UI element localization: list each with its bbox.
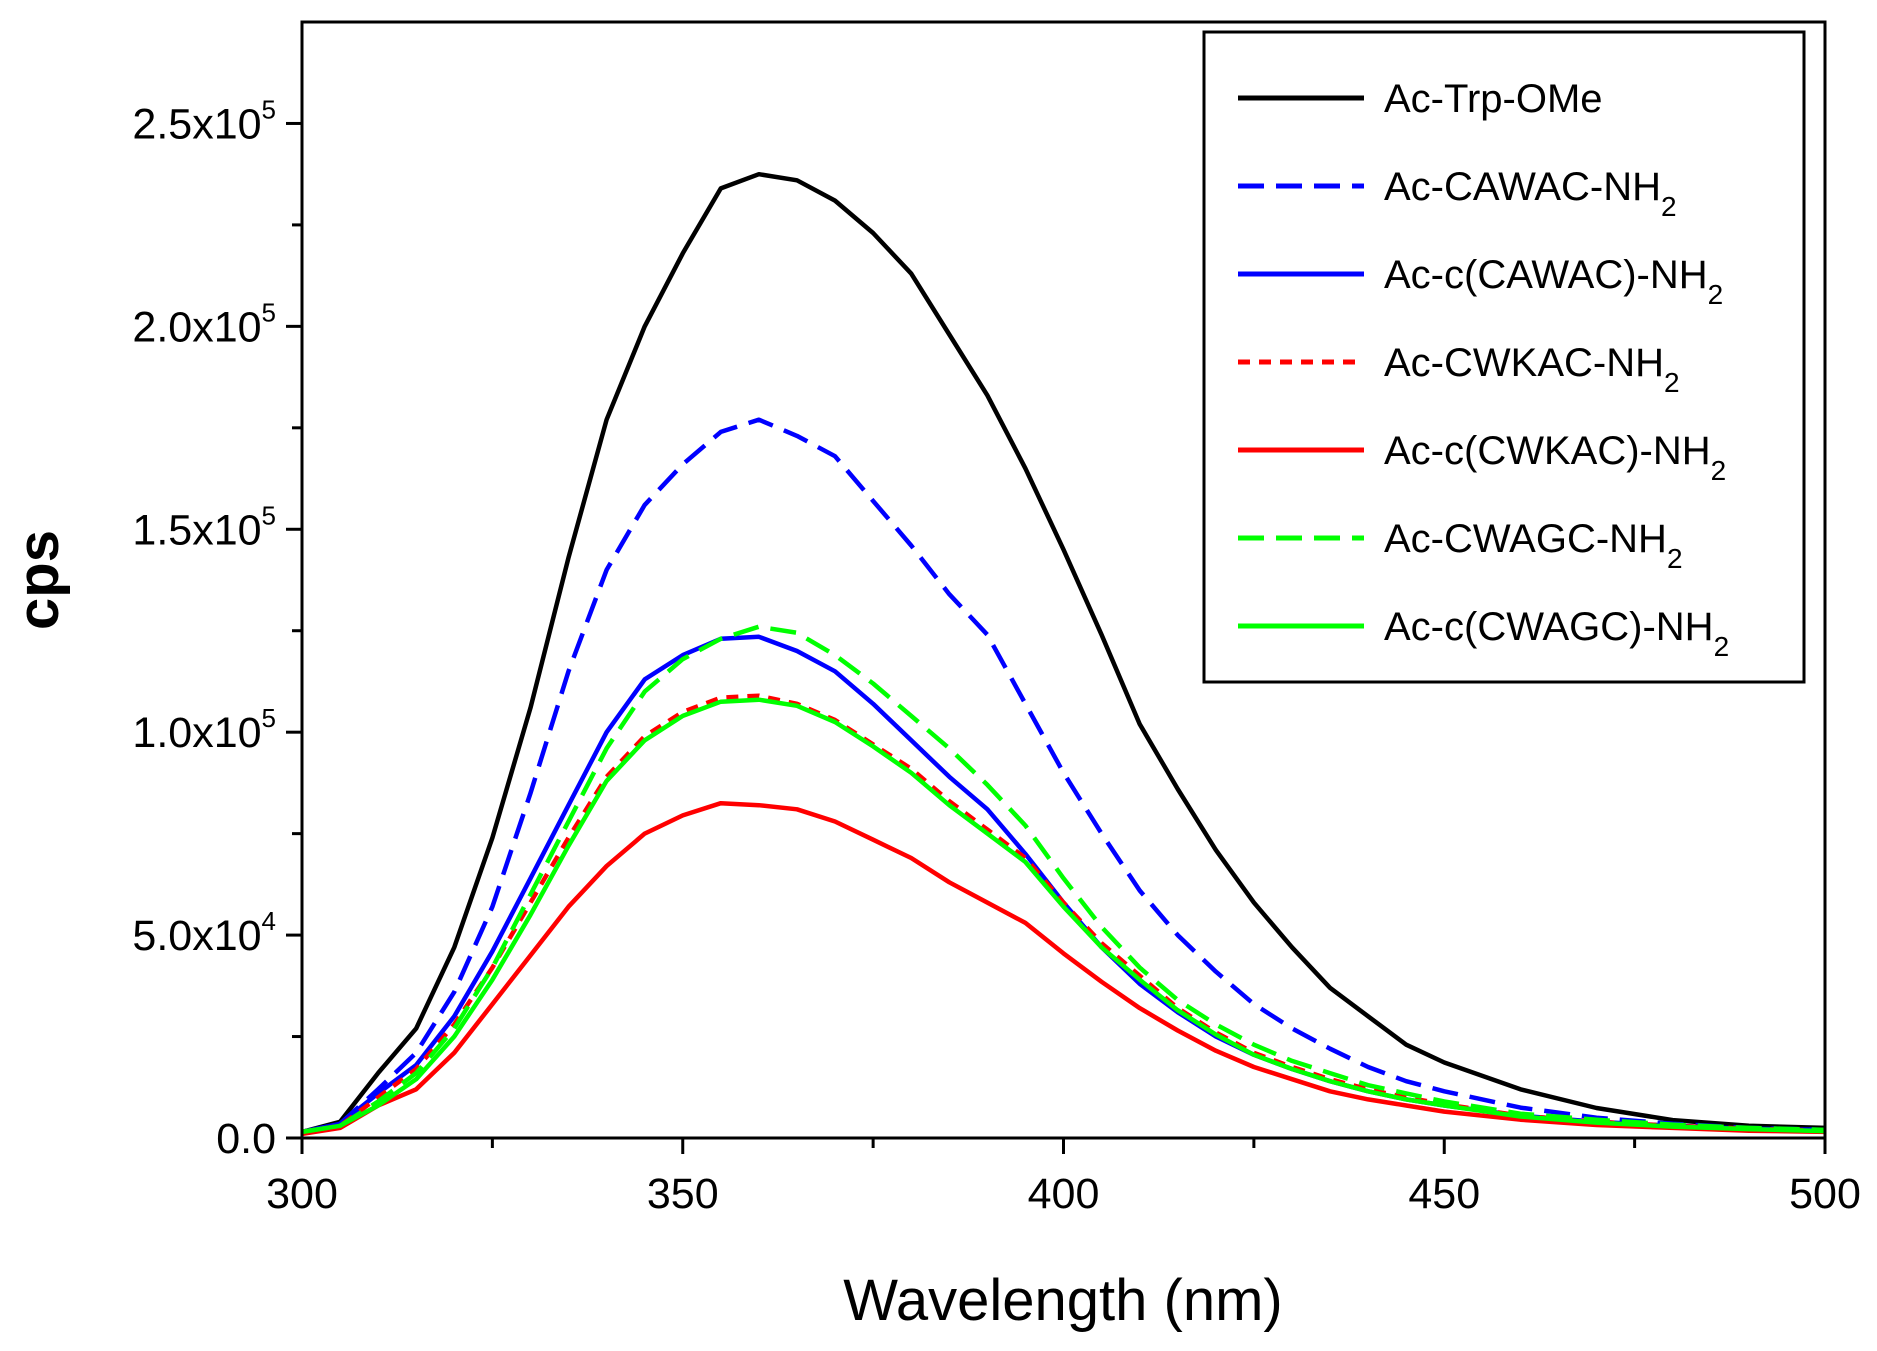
legend-label-subscript: 2 [1661, 191, 1677, 222]
y-tick-label: 2.0x105 [132, 297, 276, 351]
legend-item: Ac-Trp-OMe [1238, 77, 1603, 121]
legend-label: Ac-CAWAC-NH2 [1384, 165, 1677, 222]
y-tick-base: 5.0x10 [132, 912, 261, 960]
legend-label-subscript: 2 [1664, 367, 1680, 398]
legend-label: Ac-c(CAWAC)-NH2 [1384, 253, 1723, 310]
series-line-4 [301, 800, 1826, 1137]
legend: Ac-Trp-OMeAc-CAWAC-NH2Ac-c(CAWAC)-NH2Ac-… [1202, 30, 1806, 684]
legend-label-text: Ac-CAWAC-NH [1384, 165, 1661, 209]
legend-item: Ac-c(CWAGC)-NH2 [1238, 605, 1729, 662]
legend-box [1202, 30, 1806, 684]
legend-label: Ac-c(CWAGC)-NH2 [1384, 605, 1729, 662]
y-tick-label: 1.5x105 [132, 500, 276, 554]
legend-label: Ac-Trp-OMe [1384, 77, 1603, 121]
legend-label: Ac-c(CWKAC)-NH2 [1384, 429, 1726, 486]
series-line-6 [301, 697, 1826, 1135]
y-tick-base: 0.0 [216, 1115, 276, 1163]
series-line-3 [301, 693, 1826, 1135]
y-tick-exponent: 5 [262, 500, 276, 530]
x-axis-title: Wavelength (nm) [843, 1268, 1282, 1333]
legend-label-text: Ac-CWAGC-NH [1384, 517, 1667, 561]
y-tick-label: 0.0 [216, 1115, 276, 1163]
series-line-5 [301, 624, 1826, 1135]
legend-label: Ac-CWAGC-NH2 [1384, 517, 1683, 574]
legend-label-text: Ac-Trp-OMe [1384, 77, 1603, 121]
legend-label: Ac-CWKAC-NH2 [1384, 341, 1680, 398]
x-tick-label: 500 [1789, 1170, 1861, 1218]
y-tick-base: 2.5x10 [132, 100, 261, 148]
x-tick-label: 450 [1408, 1170, 1480, 1218]
y-tick-exponent: 5 [262, 297, 276, 327]
legend-item: Ac-CWKAC-NH2 [1238, 341, 1680, 398]
series-line-1 [301, 417, 1826, 1135]
x-tick-label: 400 [1028, 1170, 1100, 1218]
series-layer [301, 171, 1826, 1137]
y-tick-exponent: 5 [262, 94, 276, 124]
y-tick-label: 5.0x104 [132, 906, 276, 960]
legend-item: Ac-CWAGC-NH2 [1238, 517, 1683, 574]
legend-item: Ac-CAWAC-NH2 [1238, 165, 1677, 222]
legend-item: Ac-c(CWKAC)-NH2 [1238, 429, 1726, 486]
y-axis-title: cps [6, 530, 71, 630]
axis-ticks: 300 350 400 450 5000.05.0x1041.0x1051.5x1052… [132, 94, 1860, 1218]
y-tick-label: 1.0x105 [132, 703, 276, 757]
legend-label-text: Ac-CWKAC-NH [1384, 341, 1664, 385]
y-tick-base: 2.0x10 [132, 303, 261, 351]
legend-label-subscript: 2 [1708, 279, 1724, 310]
legend-item: Ac-c(CAWAC)-NH2 [1238, 253, 1723, 310]
y-tick-base: 1.5x10 [132, 506, 261, 554]
y-tick-label: 2.5x105 [132, 94, 276, 148]
legend-label-subscript: 2 [1667, 543, 1683, 574]
legend-label-text: Ac-c(CWAGC)-NH [1384, 605, 1714, 649]
legend-label-text: Ac-c(CAWAC)-NH [1384, 253, 1708, 297]
legend-label-subscript: 2 [1711, 455, 1727, 486]
legend-label-subscript: 2 [1714, 631, 1730, 662]
legend-label-text: Ac-c(CWKAC)-NH [1384, 429, 1711, 473]
y-tick-exponent: 5 [262, 703, 276, 733]
x-tick-label: 350 [647, 1170, 719, 1218]
series-line-0 [301, 171, 1826, 1135]
x-tick-label: 300 [266, 1170, 338, 1218]
y-tick-exponent: 4 [262, 906, 276, 936]
y-tick-base: 1.0x10 [132, 709, 261, 757]
